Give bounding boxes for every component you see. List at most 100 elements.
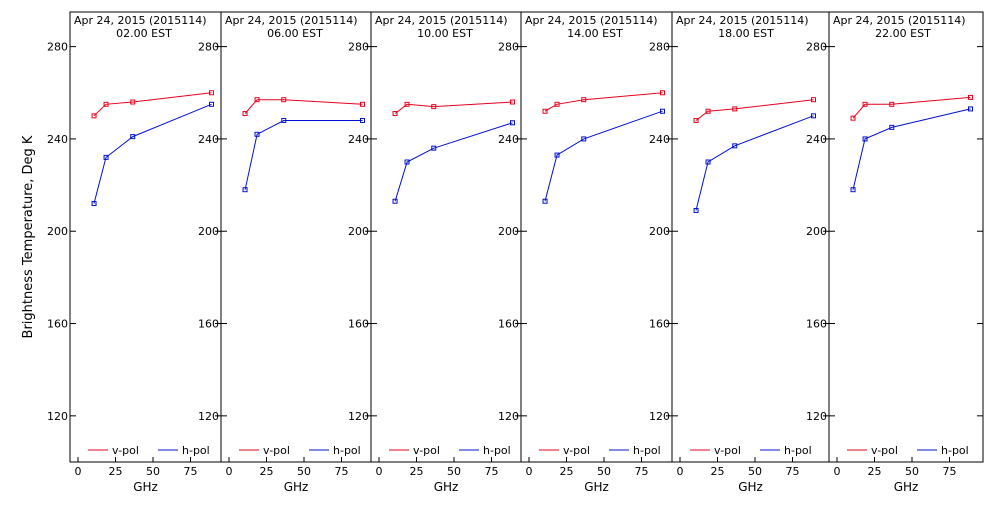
data-point-v-pol xyxy=(281,97,287,103)
y-tick-label: 280 xyxy=(649,41,670,54)
data-point-h-pol xyxy=(510,120,515,126)
x-tick-label: 50 xyxy=(146,465,160,478)
y-tick-label: 200 xyxy=(348,225,369,238)
y-tick-label: 240 xyxy=(649,133,670,146)
panel-subtitle: 10.00 EST xyxy=(417,27,473,40)
x-tick-label: 50 xyxy=(905,465,919,478)
data-point-v-pol xyxy=(103,101,109,107)
series-line-h-pol xyxy=(695,115,814,211)
panel-5: Apr 24, 2015 (2015114)18.00 EST 120 160 200… xyxy=(649,11,830,494)
y-tick-label: 160 xyxy=(806,318,827,331)
data-point-v-pol xyxy=(732,106,738,112)
y-tick-label: 200 xyxy=(649,225,670,238)
x-tick-label: 50 xyxy=(447,465,461,478)
panel-1: Apr 24, 2015 (2015114)02.00 EST 120 160 200… xyxy=(47,11,222,494)
panel-subtitle: 22.00 EST xyxy=(875,27,931,40)
panel-3: Apr 24, 2015 (2015114)10.00 EST 120 160 200… xyxy=(348,11,522,494)
panel-4: Apr 24, 2015 (2015114)14.00 EST 120 160 200… xyxy=(498,11,673,494)
data-point-v-pol xyxy=(392,111,398,117)
x-axis-label: GHz xyxy=(434,480,459,494)
data-point-h-pol xyxy=(862,136,868,142)
data-point-h-pol xyxy=(850,187,856,193)
data-point-v-pol xyxy=(581,97,587,103)
x-axis-label: GHz xyxy=(284,480,309,494)
x-axis-label: GHz xyxy=(584,480,609,494)
data-point-v-pol xyxy=(811,97,816,103)
data-point-v-pol xyxy=(404,101,410,107)
data-point-v-pol xyxy=(254,97,260,103)
y-tick-label: 120 xyxy=(649,410,670,423)
x-tick-label: 50 xyxy=(297,465,311,478)
panel-subtitle: 02.00 EST xyxy=(116,27,172,40)
x-tick-label: 75 xyxy=(335,465,349,478)
x-tick-label: 0 xyxy=(526,465,533,478)
panel-title: Apr 24, 2015 (2015114) xyxy=(525,14,658,27)
data-point-v-pol xyxy=(209,90,214,96)
x-tick-label: 75 xyxy=(786,465,800,478)
panel-subtitle: 18.00 EST xyxy=(718,27,774,40)
x-tick-label: 0 xyxy=(75,465,82,478)
series-line-h-pol xyxy=(852,108,971,190)
y-tick-label: 280 xyxy=(348,41,369,54)
data-point-v-pol xyxy=(242,111,248,117)
data-point-h-pol xyxy=(91,201,97,207)
series-line-v-pol xyxy=(544,92,663,112)
series-line-h-pol xyxy=(93,103,212,204)
y-tick-label: 280 xyxy=(806,41,827,54)
y-tick-label: 160 xyxy=(198,318,219,331)
data-point-h-pol xyxy=(360,117,365,123)
y-tick-label: 200 xyxy=(806,225,827,238)
x-tick-label: 25 xyxy=(711,465,725,478)
data-point-h-pol xyxy=(660,108,665,114)
y-tick-label: 240 xyxy=(198,133,219,146)
data-point-h-pol xyxy=(404,159,410,165)
data-point-h-pol xyxy=(242,187,248,193)
data-point-h-pol xyxy=(392,198,398,204)
data-point-h-pol xyxy=(542,198,548,204)
y-tick-label: 200 xyxy=(198,225,219,238)
panel-title: Apr 24, 2015 (2015114) xyxy=(225,14,358,27)
data-point-h-pol xyxy=(209,101,214,107)
data-point-v-pol xyxy=(510,99,515,105)
x-tick-label: 25 xyxy=(109,465,123,478)
y-tick-label: 120 xyxy=(498,410,519,423)
y-tick-label: 160 xyxy=(649,318,670,331)
series-line-v-pol xyxy=(695,99,814,121)
x-tick-label: 0 xyxy=(376,465,383,478)
y-tick-label: 120 xyxy=(806,410,827,423)
x-tick-label: 25 xyxy=(560,465,574,478)
legend-label-v-pol: v-pol xyxy=(871,444,898,457)
panel-frame xyxy=(828,11,984,463)
x-tick-label: 75 xyxy=(184,465,198,478)
y-tick-label: 280 xyxy=(498,41,519,54)
data-point-v-pol xyxy=(660,90,665,96)
data-point-v-pol xyxy=(705,108,711,114)
data-point-v-pol xyxy=(130,99,136,105)
data-point-v-pol xyxy=(889,101,895,107)
panel-subtitle: 06.00 EST xyxy=(267,27,323,40)
y-axis-label: Brightness Temperature, Deg K xyxy=(21,135,36,338)
y-tick-label: 200 xyxy=(47,225,68,238)
panel-title: Apr 24, 2015 (2015114) xyxy=(676,14,809,27)
series-line-v-pol xyxy=(394,101,513,114)
y-tick-label: 240 xyxy=(498,133,519,146)
y-tick-label: 160 xyxy=(348,318,369,331)
panel-6: Apr 24, 2015 (2015114)22.00 EST 120 160 200… xyxy=(806,11,984,494)
legend-label-v-pol: v-pol xyxy=(714,444,741,457)
data-point-h-pol xyxy=(103,154,109,160)
x-tick-label: 75 xyxy=(943,465,957,478)
x-tick-label: 25 xyxy=(260,465,274,478)
y-tick-label: 160 xyxy=(47,318,68,331)
data-point-h-pol xyxy=(130,134,136,140)
y-tick-label: 160 xyxy=(498,318,519,331)
x-axis-label: GHz xyxy=(738,480,763,494)
series-line-h-pol xyxy=(244,120,363,190)
data-point-v-pol xyxy=(968,94,973,100)
y-tick-label: 240 xyxy=(47,133,68,146)
data-point-h-pol xyxy=(811,113,816,119)
legend-label-v-pol: v-pol xyxy=(263,444,290,457)
legend-label-h-pol: h-pol xyxy=(784,444,812,457)
data-point-v-pol xyxy=(91,113,97,119)
legend-label-v-pol: v-pol xyxy=(563,444,590,457)
